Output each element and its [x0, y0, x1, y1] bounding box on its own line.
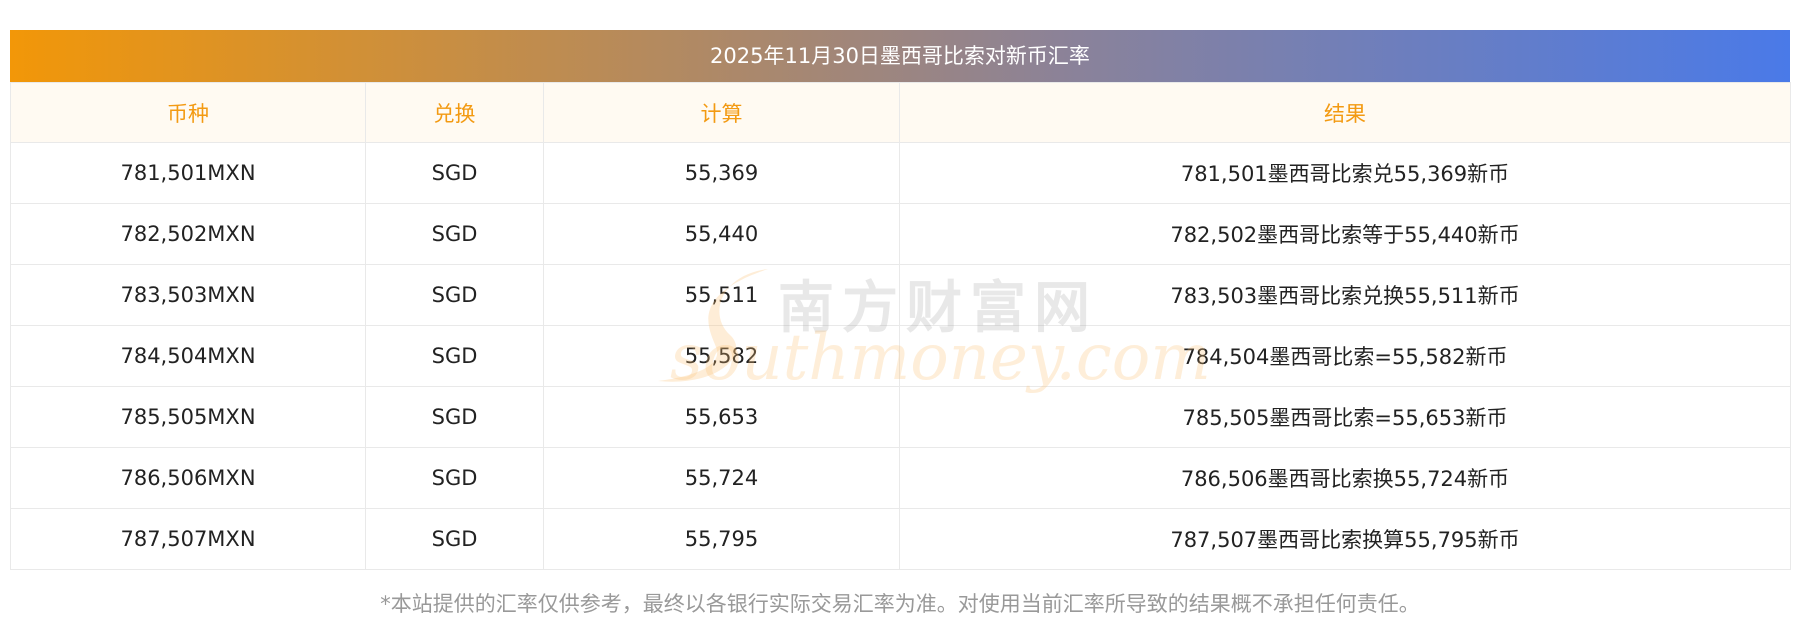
- cell-currency: 784,504MXN: [10, 325, 366, 387]
- cell-currency: 781,501MXN: [10, 142, 366, 204]
- header-exchange: 兑换: [365, 82, 544, 143]
- cell-calculation: 55,724: [543, 447, 900, 509]
- table-row: 786,506MXN SGD 55,724 786,506墨西哥比索换55,72…: [10, 447, 1791, 509]
- table-header-row: 币种 兑换 计算 结果: [10, 82, 1791, 143]
- cell-exchange: SGD: [365, 325, 544, 387]
- cell-result: 783,503墨西哥比索兑换55,511新币: [899, 264, 1791, 326]
- cell-currency: 783,503MXN: [10, 264, 366, 326]
- header-currency: 币种: [10, 82, 366, 143]
- cell-calculation: 55,795: [543, 508, 900, 570]
- cell-currency: 782,502MXN: [10, 203, 366, 265]
- table-row: 784,504MXN SGD 55,582 784,504墨西哥比索=55,58…: [10, 325, 1791, 387]
- cell-exchange: SGD: [365, 203, 544, 265]
- cell-result: 787,507墨西哥比索换算55,795新币: [899, 508, 1791, 570]
- table-row: 783,503MXN SGD 55,511 783,503墨西哥比索兑换55,5…: [10, 264, 1791, 326]
- cell-calculation: 55,582: [543, 325, 900, 387]
- cell-exchange: SGD: [365, 386, 544, 448]
- cell-currency: 785,505MXN: [10, 386, 366, 448]
- table-row: 785,505MXN SGD 55,653 785,505墨西哥比索=55,65…: [10, 386, 1791, 448]
- table-row: 781,501MXN SGD 55,369 781,501墨西哥比索兑55,36…: [10, 142, 1791, 204]
- cell-calculation: 55,440: [543, 203, 900, 265]
- cell-exchange: SGD: [365, 142, 544, 204]
- cell-exchange: SGD: [365, 508, 544, 570]
- table-row: 787,507MXN SGD 55,795 787,507墨西哥比索换算55,7…: [10, 508, 1791, 570]
- exchange-rate-table-container: 2025年11月30日墨西哥比索对新币汇率 币种 兑换 计算 结果 781,50…: [10, 30, 1791, 570]
- cell-currency: 787,507MXN: [10, 508, 366, 570]
- header-result: 结果: [899, 82, 1791, 143]
- cell-result: 784,504墨西哥比索=55,582新币: [899, 325, 1791, 387]
- disclaimer-footnote: *本站提供的汇率仅供参考，最终以各银行实际交易汇率为准。对使用当前汇率所导致的结…: [380, 592, 1420, 616]
- exchange-rate-table: 币种 兑换 计算 结果 781,501MXN SGD 55,369 781,50…: [10, 82, 1791, 570]
- table-title: 2025年11月30日墨西哥比索对新币汇率: [10, 30, 1790, 82]
- cell-result: 786,506墨西哥比索换55,724新币: [899, 447, 1791, 509]
- header-calculation: 计算: [543, 82, 900, 143]
- cell-result: 782,502墨西哥比索等于55,440新币: [899, 203, 1791, 265]
- cell-calculation: 55,653: [543, 386, 900, 448]
- cell-calculation: 55,369: [543, 142, 900, 204]
- cell-result: 781,501墨西哥比索兑55,369新币: [899, 142, 1791, 204]
- cell-exchange: SGD: [365, 264, 544, 326]
- cell-calculation: 55,511: [543, 264, 900, 326]
- cell-result: 785,505墨西哥比索=55,653新币: [899, 386, 1791, 448]
- cell-currency: 786,506MXN: [10, 447, 366, 509]
- table-row: 782,502MXN SGD 55,440 782,502墨西哥比索等于55,4…: [10, 203, 1791, 265]
- cell-exchange: SGD: [365, 447, 544, 509]
